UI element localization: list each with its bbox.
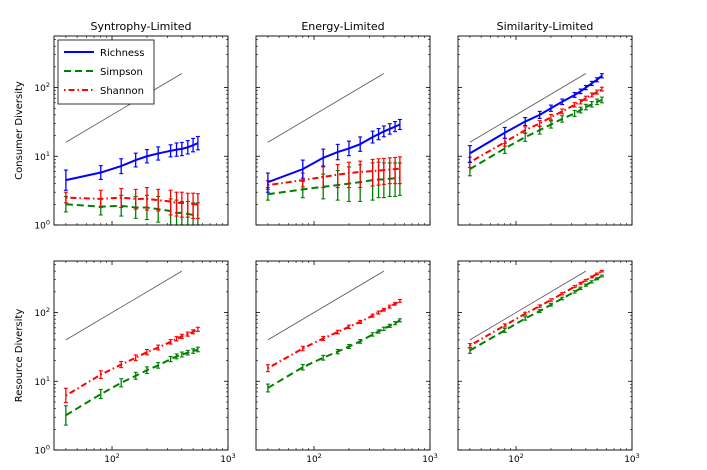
plot-frame <box>457 35 633 226</box>
series-line-shannon <box>469 88 603 164</box>
y-tick-base: 10 <box>34 309 46 319</box>
x-tick-exp: 3 <box>232 452 236 460</box>
series-simpson <box>63 346 200 426</box>
y-tick-exp: 1 <box>46 375 50 383</box>
y-tick-label: 100 <box>34 219 50 232</box>
panel-r0-c1: Energy-Limited <box>255 20 431 226</box>
y-tick-exp: 0 <box>46 444 50 452</box>
panel-r1-c2: 102103M <box>457 260 640 470</box>
y-tick-base: 10 <box>34 447 46 457</box>
row-label: Resource Diversity <box>14 309 25 403</box>
legend-label-richness: Richness <box>100 48 144 59</box>
series-line-simpson <box>267 319 401 389</box>
series-shannon <box>63 326 200 404</box>
panel-r0-c2: Similarity-Limited <box>457 20 633 226</box>
legend-label-shannon: Shannon <box>100 86 144 97</box>
y-tick-exp: 2 <box>46 81 50 89</box>
series-line-simpson <box>469 275 603 352</box>
series-line-richness <box>267 123 401 184</box>
x-tick-exp: 3 <box>636 452 640 460</box>
series-simpson <box>467 96 604 177</box>
series-line-shannon <box>469 270 603 347</box>
series-richness <box>265 118 402 193</box>
series-line-shannon <box>65 328 199 397</box>
series-simpson <box>467 274 604 354</box>
series-shannon <box>265 298 402 373</box>
series-shannon <box>63 187 200 219</box>
x-tick-exp: 2 <box>520 452 524 460</box>
series-simpson <box>63 194 200 226</box>
x-tick-base: 10 <box>104 455 116 465</box>
x-tick-base: 10 <box>306 455 318 465</box>
y-tick-base: 10 <box>34 222 46 232</box>
plot-frame <box>53 260 229 451</box>
series-shannon <box>467 86 604 168</box>
legend-box <box>57 39 155 105</box>
row-label: Consumer Diversity <box>14 81 25 180</box>
x-tick-label: 103 <box>422 452 438 465</box>
plot-frame <box>255 35 431 226</box>
y-tick-exp: 2 <box>46 306 50 314</box>
plot-frame <box>457 260 633 451</box>
x-tick-label: 103 <box>624 452 640 465</box>
reference-line <box>469 73 587 143</box>
y-tick-label: 101 <box>34 375 50 388</box>
reference-line <box>65 270 183 341</box>
panel-r1-c0: 100101102102103MResource Diversity <box>14 260 236 470</box>
series-line-simpson <box>267 176 401 196</box>
series-richness <box>63 135 200 191</box>
reference-line <box>267 73 385 143</box>
y-tick-label: 102 <box>34 81 50 94</box>
x-tick-base: 10 <box>422 455 434 465</box>
series-line-richness <box>65 142 199 182</box>
column-title: Syntrophy-Limited <box>90 20 191 33</box>
y-tick-exp: 1 <box>46 150 50 158</box>
series-line-shannon <box>65 196 198 206</box>
column-title: Energy-Limited <box>301 20 384 33</box>
series-line-richness <box>469 75 603 155</box>
series-shannon <box>467 269 604 349</box>
plot-frame <box>53 35 229 226</box>
x-tick-label: 102 <box>508 452 524 465</box>
panel-r1-c1: 102103M <box>255 260 438 470</box>
legend: Richness Simpson Shannon <box>57 39 155 105</box>
x-tick-base: 10 <box>508 455 520 465</box>
series-line-simpson <box>65 348 199 417</box>
x-tick-base: 10 <box>220 455 232 465</box>
series-richness <box>467 73 604 163</box>
y-tick-label: 101 <box>34 150 50 163</box>
series-line-simpson <box>469 99 603 170</box>
plot-frame <box>255 260 431 451</box>
x-tick-exp: 2 <box>318 452 322 460</box>
legend-label-simpson: Simpson <box>100 67 143 78</box>
y-tick-base: 10 <box>34 153 46 163</box>
reference-line <box>65 73 183 143</box>
x-tick-base: 10 <box>624 455 636 465</box>
y-tick-base: 10 <box>34 84 46 94</box>
column-title: Similarity-Limited <box>497 20 594 33</box>
reference-line <box>469 270 587 341</box>
y-tick-base: 10 <box>34 378 46 388</box>
y-tick-label: 102 <box>34 306 50 319</box>
x-tick-label: 102 <box>104 452 120 465</box>
y-tick-label: 100 <box>34 444 50 457</box>
series-shannon <box>265 156 402 190</box>
series-line-shannon <box>267 167 400 187</box>
x-tick-label: 103 <box>220 452 236 465</box>
series-line-shannon <box>267 299 401 370</box>
reference-line <box>267 270 385 341</box>
y-tick-exp: 0 <box>46 219 50 227</box>
x-tick-exp: 3 <box>434 452 438 460</box>
series-line-simpson <box>65 203 198 216</box>
x-tick-label: 102 <box>306 452 322 465</box>
series-simpson <box>265 318 402 393</box>
x-tick-exp: 2 <box>116 452 120 460</box>
